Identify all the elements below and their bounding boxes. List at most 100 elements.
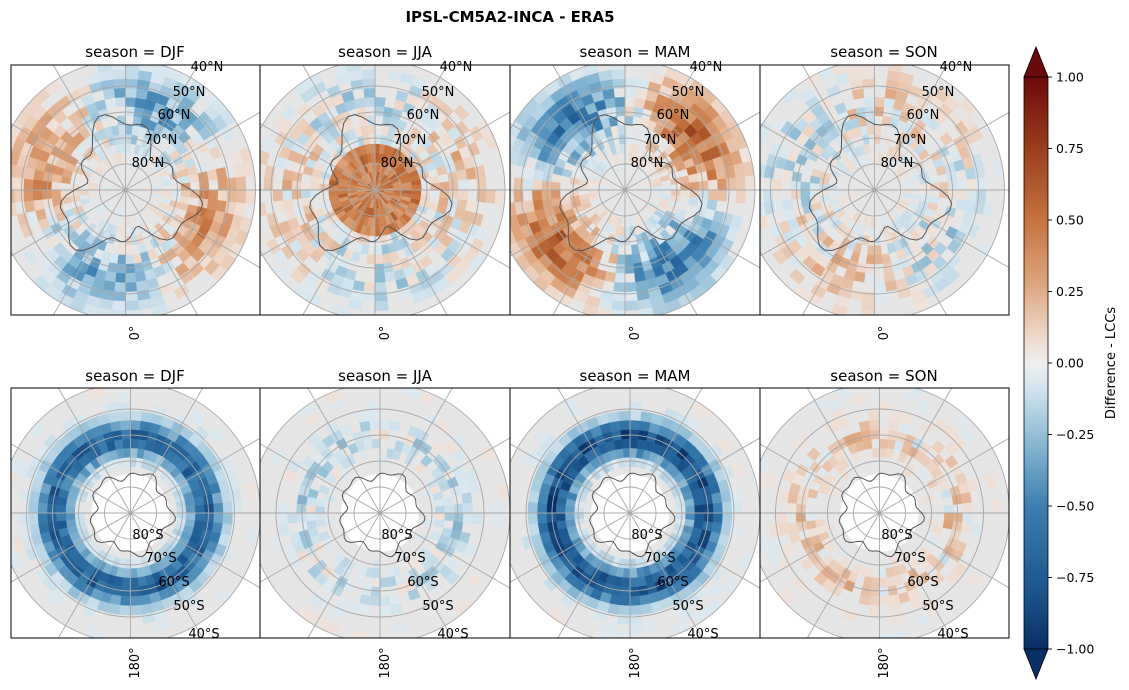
grid-cell (466, 141, 481, 157)
grid-cell (966, 572, 982, 589)
grid-cell (712, 502, 724, 514)
grid-cell (125, 65, 140, 71)
grid-cell (120, 586, 131, 597)
grid-cell (617, 614, 631, 625)
grid-cell (903, 465, 915, 477)
lat-label: 60°S (158, 575, 189, 590)
grid-cell (118, 245, 126, 256)
grid-cell (968, 125, 984, 142)
grid-cell (633, 144, 641, 156)
colorbar-extend-min (1023, 648, 1049, 681)
grid-cell (689, 189, 700, 199)
grid-cell (513, 189, 524, 203)
grid-cell (984, 472, 998, 489)
grid-cell (731, 500, 742, 514)
grid-cell (831, 65, 848, 77)
grid-cell (622, 568, 631, 579)
grid-cell (281, 189, 293, 201)
grid-cell (790, 189, 801, 200)
graticule-meridian (11, 111, 260, 257)
grid-cell (130, 447, 138, 458)
grid-cell (813, 571, 828, 586)
grid-cell (629, 419, 641, 431)
grid-cell (286, 512, 298, 524)
grid-cell (374, 300, 389, 311)
grid-cell (130, 429, 141, 440)
grid-cell (769, 141, 783, 157)
grid-cell (760, 214, 770, 231)
grid-cell (457, 179, 469, 191)
grid-cell (152, 303, 169, 315)
panel-title-nh-mam: season = MAM (580, 43, 691, 61)
grid-cell (623, 457, 631, 468)
grid-cell (948, 180, 959, 191)
grid-cell (607, 411, 620, 423)
grid-cell (220, 523, 233, 536)
grid-cell (546, 503, 557, 514)
grid-cell (325, 420, 340, 435)
grid-cell (374, 263, 385, 274)
grid-cell (119, 419, 131, 431)
grid-cell (698, 189, 709, 200)
grid-cell (852, 392, 868, 405)
grid-cell (601, 630, 617, 638)
grid-cell (41, 189, 52, 200)
grid-cell (874, 106, 885, 117)
grid-cell (860, 65, 875, 71)
grid-cell (622, 447, 631, 458)
grid-cell (777, 512, 788, 525)
grid-cell (867, 124, 875, 135)
panel-title-sh-djf: season = DJF (85, 367, 184, 385)
grid-cell (476, 189, 487, 203)
grid-cell (435, 505, 446, 514)
grid-cell (125, 300, 140, 311)
grid-cell (44, 591, 62, 608)
grid-cell (872, 447, 880, 458)
grid-cell (581, 65, 599, 77)
grid-cell (722, 512, 733, 525)
grid-cell (760, 202, 767, 217)
grid-cell (624, 226, 631, 237)
grid-cell (368, 134, 376, 145)
coastline (339, 472, 426, 558)
grid-cell (217, 178, 228, 191)
grid-cell (569, 189, 580, 197)
grid-cell (629, 623, 644, 634)
grid-cell (140, 411, 154, 423)
grid-cell (199, 180, 210, 191)
colorbar: 1.00 0.75 0.50 0.25 0.00 −0.25 −0.50 −0.75 −1.00… (1023, 45, 1119, 681)
grid-cell (124, 457, 131, 468)
grid-cell (574, 512, 585, 520)
grid-cell (176, 506, 187, 514)
grid-cell (920, 183, 931, 191)
grid-cell (735, 176, 746, 191)
lat-label: 60°N (158, 108, 191, 123)
grid-cell (370, 586, 381, 597)
grid-cell (861, 291, 875, 302)
lat-label: 50°S (922, 599, 953, 614)
grid-cell (362, 291, 376, 302)
colorbar-tick-label: −0.50 (1056, 499, 1094, 514)
colorbar-tick-label: 0.75 (1056, 141, 1084, 156)
grid-cell (463, 543, 477, 558)
grid-cell (618, 605, 631, 616)
grid-cell (618, 134, 626, 145)
grid-cell (390, 603, 403, 615)
grid-cell (879, 577, 888, 588)
grid-cell (871, 577, 880, 588)
grid-cell (762, 189, 774, 203)
grid-cell (411, 75, 428, 90)
grid-cell (319, 183, 330, 191)
grid-cell (373, 558, 381, 569)
panel-nh-mam (510, 65, 760, 315)
grid-cell (416, 205, 428, 215)
grid-cell (624, 300, 639, 311)
grid-cell (527, 501, 538, 514)
grid-cell (125, 282, 138, 293)
grid-cell (866, 254, 875, 265)
grid-cell (717, 189, 728, 202)
grid-cell (78, 189, 89, 196)
grid-cell (37, 512, 48, 524)
grid-cell (35, 567, 51, 583)
graticule-meridian (760, 111, 1009, 257)
